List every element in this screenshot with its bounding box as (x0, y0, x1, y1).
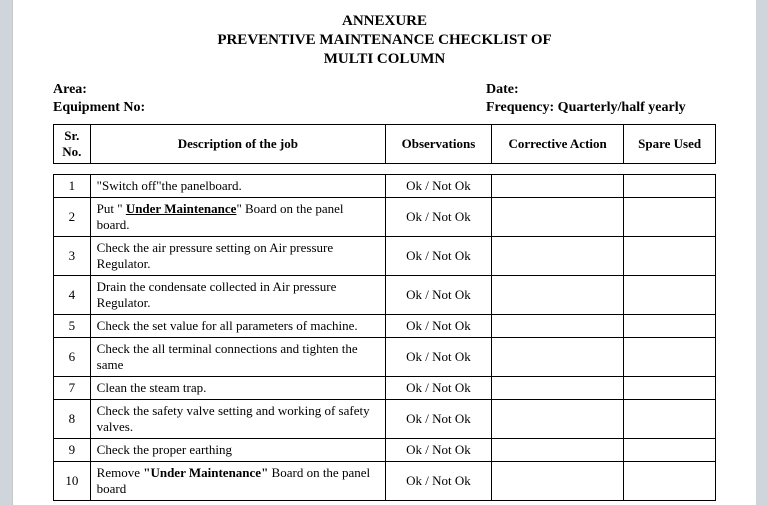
area-label: Area: (53, 82, 87, 98)
sr-cell: 5 (54, 314, 91, 337)
spare-cell (624, 337, 716, 376)
desc-cell: Clean the steam trap. (90, 376, 385, 399)
title-line3: MULTI COLUMN (53, 50, 716, 69)
spare-cell (624, 314, 716, 337)
corr-cell (491, 197, 623, 236)
sr-cell: 1 (54, 174, 91, 197)
title-block: ANNEXURE PREVENTIVE MAINTENANCE CHECKLIS… (53, 12, 716, 68)
col-spare-header: Spare Used (624, 125, 716, 164)
table-row: 1"Switch off"the panelboard.Ok / Not Ok (54, 174, 716, 197)
desc-cell: Check the safety valve setting and worki… (90, 399, 385, 438)
col-obs-header: Observations (386, 125, 492, 164)
table-row: 4Drain the condensate collected in Air p… (54, 275, 716, 314)
title-line2: PREVENTIVE MAINTENANCE CHECKLIST OF (53, 31, 716, 50)
table-row: 5Check the set value for all parameters … (54, 314, 716, 337)
obs-cell: Ok / Not Ok (386, 461, 492, 500)
sr-cell: 7 (54, 376, 91, 399)
corr-cell (491, 314, 623, 337)
sr-cell: 4 (54, 275, 91, 314)
desc-cell: Check the all terminal connections and t… (90, 337, 385, 376)
obs-cell: Ok / Not Ok (386, 236, 492, 275)
table-row: 7Clean the steam trap.Ok / Not Ok (54, 376, 716, 399)
obs-cell: Ok / Not Ok (386, 337, 492, 376)
header-row: Sr. No. Description of the job Observati… (54, 125, 716, 164)
equipment-label: Equipment No: (53, 100, 145, 116)
sr-cell: 2 (54, 197, 91, 236)
col-desc-header: Description of the job (90, 125, 385, 164)
sr-cell: 6 (54, 337, 91, 376)
obs-cell: Ok / Not Ok (386, 399, 492, 438)
desc-cell: Put " Under Maintenance" Board on the pa… (90, 197, 385, 236)
obs-cell: Ok / Not Ok (386, 438, 492, 461)
table-row: 8Check the safety valve setting and work… (54, 399, 716, 438)
obs-cell: Ok / Not Ok (386, 275, 492, 314)
spare-cell (624, 275, 716, 314)
spare-cell (624, 399, 716, 438)
spare-cell (624, 197, 716, 236)
corr-cell (491, 461, 623, 500)
body-table: 1"Switch off"the panelboard.Ok / Not Ok2… (53, 164, 716, 501)
table-row: 2Put " Under Maintenance" Board on the p… (54, 197, 716, 236)
spare-cell (624, 236, 716, 275)
meta-row-1: Area: Date: (53, 82, 716, 98)
date-label: Date: (486, 82, 716, 98)
title-line1: ANNEXURE (53, 12, 716, 31)
sr-cell: 8 (54, 399, 91, 438)
corr-cell (491, 438, 623, 461)
meta-row-2: Equipment No: Frequency: Quarterly/half … (53, 100, 716, 116)
spare-cell (624, 174, 716, 197)
document-page: ANNEXURE PREVENTIVE MAINTENANCE CHECKLIS… (12, 0, 756, 505)
obs-cell: Ok / Not Ok (386, 174, 492, 197)
table-row: 9Check the proper earthingOk / Not Ok (54, 438, 716, 461)
desc-cell: Check the proper earthing (90, 438, 385, 461)
col-sr-header: Sr. No. (54, 125, 91, 164)
col-corr-header: Corrective Action (491, 125, 623, 164)
table-row: 10Remove "Under Maintenance" Board on th… (54, 461, 716, 500)
desc-cell: Drain the condensate collected in Air pr… (90, 275, 385, 314)
sr-cell: 9 (54, 438, 91, 461)
corr-cell (491, 174, 623, 197)
corr-cell (491, 275, 623, 314)
table-row: 6Check the all terminal connections and … (54, 337, 716, 376)
obs-cell: Ok / Not Ok (386, 314, 492, 337)
desc-cell: "Switch off"the panelboard. (90, 174, 385, 197)
sr-cell: 10 (54, 461, 91, 500)
corr-cell (491, 399, 623, 438)
frequency-label: Frequency: Quarterly/half yearly (486, 100, 716, 116)
spare-cell (624, 376, 716, 399)
sr-cell: 3 (54, 236, 91, 275)
header-table: Sr. No. Description of the job Observati… (53, 124, 716, 164)
spare-cell (624, 461, 716, 500)
spare-cell (624, 438, 716, 461)
corr-cell (491, 376, 623, 399)
obs-cell: Ok / Not Ok (386, 376, 492, 399)
corr-cell (491, 337, 623, 376)
desc-cell: Check the set value for all parameters o… (90, 314, 385, 337)
desc-cell: Remove "Under Maintenance" Board on the … (90, 461, 385, 500)
desc-cell: Check the air pressure setting on Air pr… (90, 236, 385, 275)
obs-cell: Ok / Not Ok (386, 197, 492, 236)
corr-cell (491, 236, 623, 275)
table-row: 3Check the air pressure setting on Air p… (54, 236, 716, 275)
